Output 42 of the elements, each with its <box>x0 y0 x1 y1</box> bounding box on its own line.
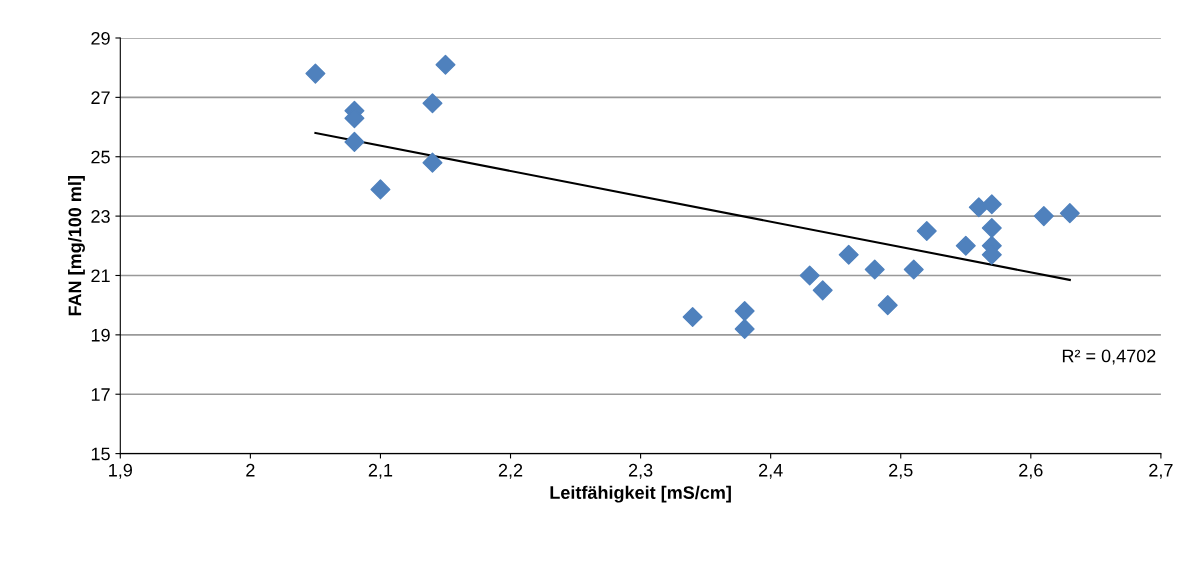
point <box>916 220 937 241</box>
point <box>734 318 755 339</box>
y-axis-title: FAN [mg/100 ml] <box>68 176 85 316</box>
point <box>799 265 820 286</box>
point <box>682 307 703 328</box>
point <box>422 93 443 114</box>
point <box>435 54 456 75</box>
y-tick-label: 17 <box>91 388 110 401</box>
point <box>903 259 924 280</box>
annotation: R² = 0,4702 <box>1062 349 1156 365</box>
point <box>838 244 859 265</box>
x-tick-label: 2,5 <box>889 463 913 479</box>
point <box>981 217 1002 238</box>
y-tick-label: 19 <box>91 328 110 342</box>
y-tick-label: 27 <box>91 91 110 104</box>
x-tick-label: 2,2 <box>498 463 523 479</box>
x-axis-title: Leitfähigkeit [mS/cm] <box>550 485 731 503</box>
x-tick-label: 2,4 <box>759 463 783 479</box>
point <box>955 235 976 256</box>
point <box>422 152 443 173</box>
point <box>305 63 326 84</box>
x-tick-label: 2,7 <box>1149 463 1173 479</box>
point <box>981 194 1002 215</box>
x-tick-label: 2,6 <box>1019 463 1043 479</box>
point <box>877 295 898 316</box>
point <box>1033 206 1054 227</box>
point <box>812 280 833 301</box>
y-tick-label: 15 <box>91 447 110 461</box>
point <box>864 259 885 280</box>
x-tick-label: 1,9 <box>109 463 132 479</box>
point <box>1059 203 1080 224</box>
y-tick-label: 21 <box>91 269 110 283</box>
x-tick-label: 2,3 <box>628 463 653 479</box>
point <box>370 179 391 200</box>
y-tick-label: 29 <box>91 31 110 45</box>
point <box>734 301 755 322</box>
y-tick-label: 23 <box>91 210 110 223</box>
y-tick-label: 25 <box>91 150 110 164</box>
point <box>344 131 365 152</box>
point <box>968 197 989 218</box>
x-tick-label: 2 <box>246 463 255 477</box>
x-tick-label: 2,1 <box>368 463 393 479</box>
